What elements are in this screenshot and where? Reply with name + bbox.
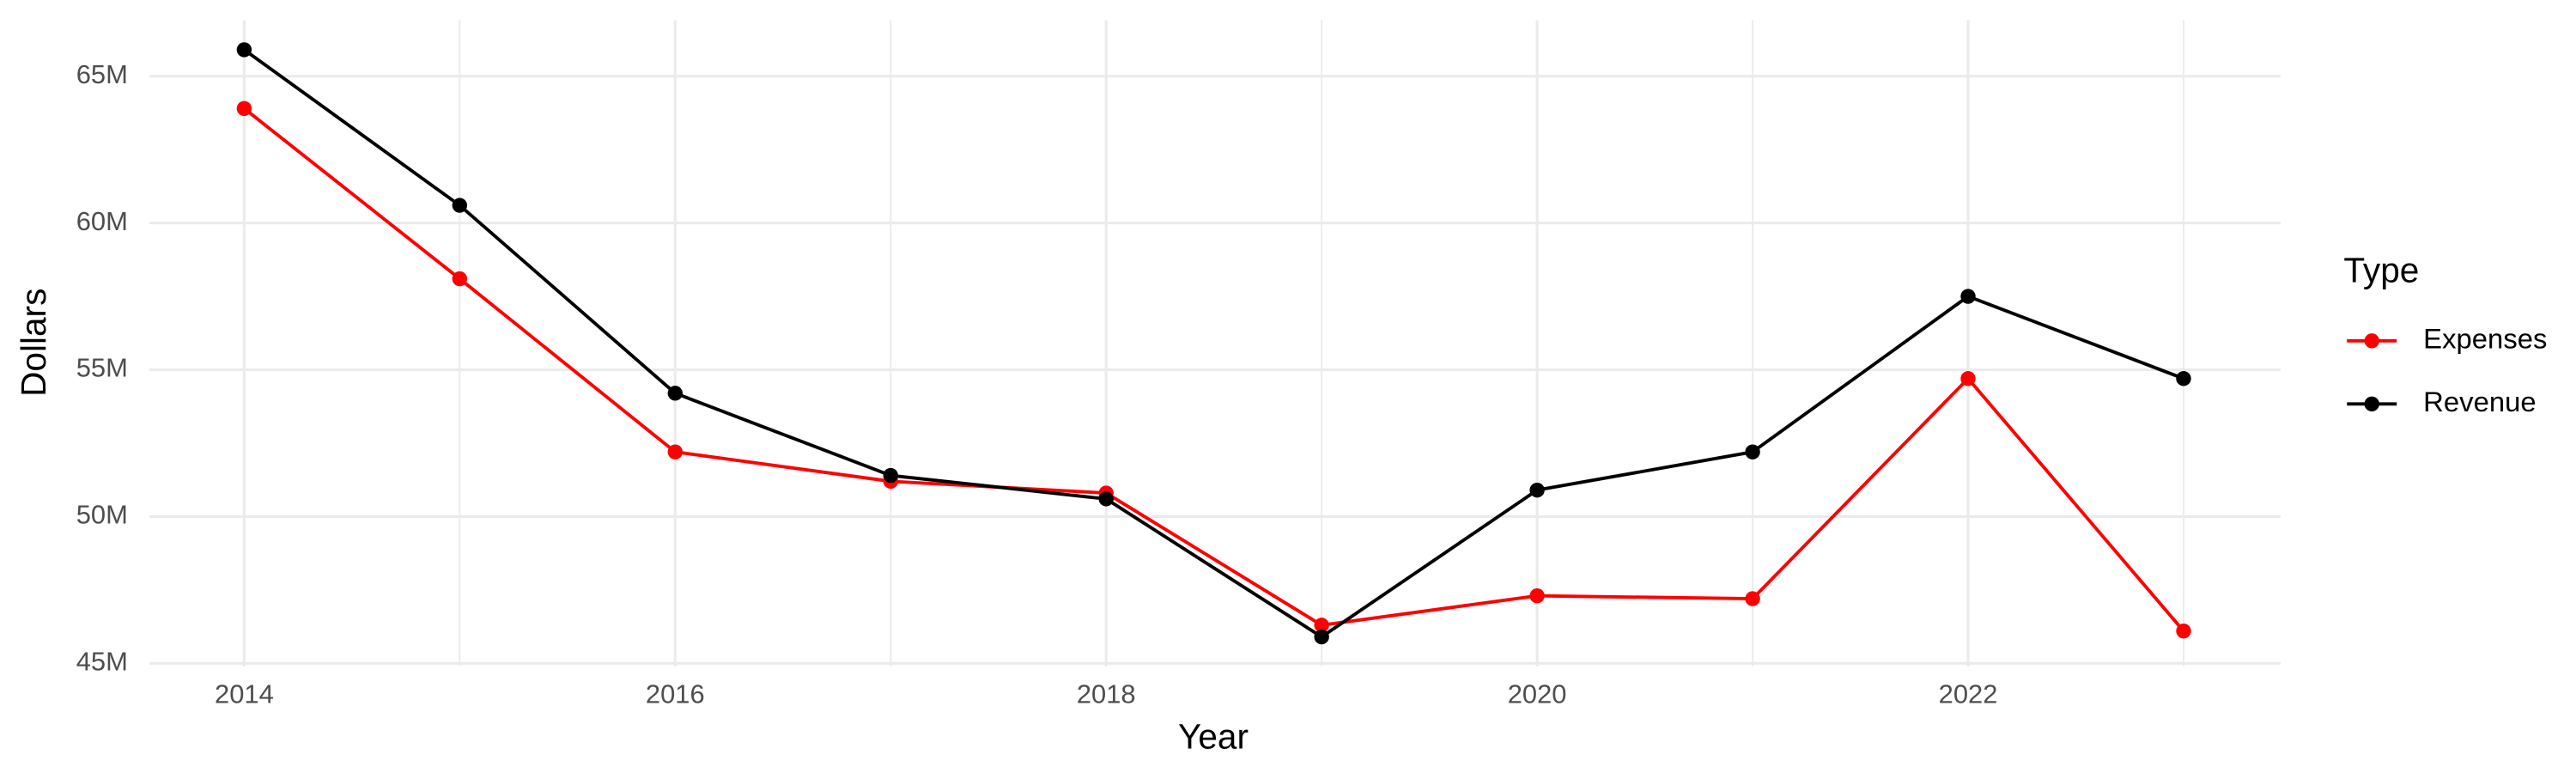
legend-marker [2364,396,2379,411]
y-axis-title: Dollars [14,289,53,397]
data-point [452,198,468,213]
x-tick-label: 2014 [215,679,274,709]
legend-title: Type [2343,250,2419,289]
data-point [1314,629,1329,645]
data-point [1529,587,1545,604]
data-point [2176,371,2191,386]
y-tick-label: 55M [76,353,128,383]
x-tick-label: 2016 [646,679,705,709]
data-point [667,386,683,401]
y-tick-label: 45M [76,646,128,676]
data-point [1745,444,1760,460]
y-tick-label: 60M [76,206,128,236]
x-tick-label: 2020 [1508,679,1567,709]
data-point [1529,482,1545,498]
legend-label: Expenses [2423,323,2547,355]
data-point [236,42,252,58]
data-point [1745,591,1760,606]
data-point [452,271,468,287]
data-point [2176,623,2191,639]
legend-label: Revenue [2423,386,2537,417]
data-point [1098,491,1114,507]
x-tick-label: 2022 [1939,679,1998,709]
data-point [883,467,898,484]
data-point [236,100,252,117]
data-point [667,444,683,460]
series-line [243,48,2184,639]
series-line [243,107,2185,632]
y-tick-label: 65M [76,59,128,89]
data-point [1314,618,1329,633]
x-axis-title: Year [1178,716,1249,756]
y-tick-label: 50M [76,500,128,530]
data-point [1960,289,1976,304]
legend-marker [2364,333,2379,349]
data-point [1960,371,1976,386]
x-tick-label: 2018 [1077,679,1136,709]
